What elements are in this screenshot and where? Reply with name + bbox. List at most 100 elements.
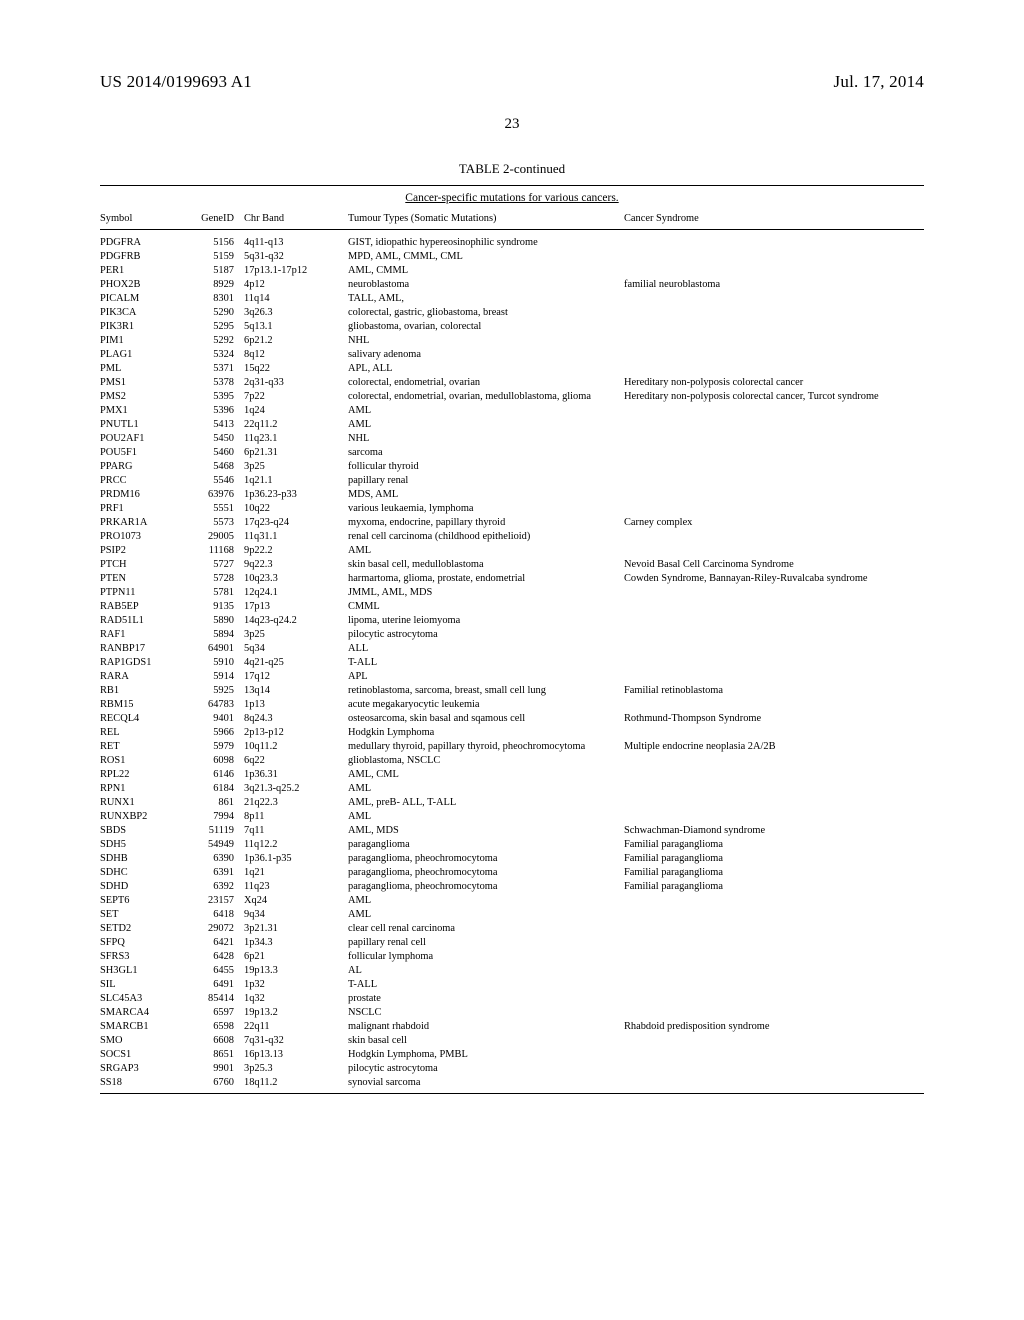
table-cell: 5460 [186, 445, 244, 459]
table-cell: AL [348, 963, 624, 977]
table-cell: AML [348, 417, 624, 431]
table-row: SDHC63911q21paraganglioma, pheochromocyt… [100, 865, 924, 879]
table-cell: PDGFRB [100, 249, 186, 263]
table-cell: MPD, AML, CMML, CML [348, 249, 624, 263]
table-cell: 5925 [186, 683, 244, 697]
col-header-tumour: Tumour Types (Somatic Mutations) [348, 208, 624, 230]
table-cell: SBDS [100, 823, 186, 837]
table-cell: 29005 [186, 529, 244, 543]
table-row: PRF1555110q22various leukaemia, lymphoma [100, 501, 924, 515]
table-cell: SH3GL1 [100, 963, 186, 977]
table-row: SRGAP399013p25.3pilocytic astrocytoma [100, 1061, 924, 1075]
table-cell: 1p13 [244, 697, 348, 711]
table-row: PTPN11578112q24.1JMML, AML, MDS [100, 585, 924, 599]
table-cell: RB1 [100, 683, 186, 697]
table-cell: AML, CMML [348, 263, 624, 277]
table-cell: REL [100, 725, 186, 739]
table-row: SBDS511197q11AML, MDSSchwachman-Diamond … [100, 823, 924, 837]
table-row: SETD2290723p21.31clear cell renal carcin… [100, 921, 924, 935]
table-cell: 9q34 [244, 907, 348, 921]
table-cell: MDS, AML [348, 487, 624, 501]
table-cell: 3p25.3 [244, 1061, 348, 1075]
table-cell: 3p25 [244, 627, 348, 641]
table-cell: 16p13.13 [244, 1047, 348, 1061]
table-cell: 6p21.31 [244, 445, 348, 459]
table-cell: Rhabdoid predisposition syndrome [624, 1019, 924, 1033]
table-cell: PIM1 [100, 333, 186, 347]
table-cell: 4p12 [244, 277, 348, 291]
table-cell: AML [348, 907, 624, 921]
table-cell: 5378 [186, 375, 244, 389]
table-cell: SFPQ [100, 935, 186, 949]
table-cell: 3p21.31 [244, 921, 348, 935]
table-row: PNUTL1541322q11.2AML [100, 417, 924, 431]
table-cell: 8651 [186, 1047, 244, 1061]
table-cell: RPN1 [100, 781, 186, 795]
table-cell: glioblastoma, NSCLC [348, 753, 624, 767]
table-row: RPN161843q21.3-q25.2AML [100, 781, 924, 795]
table-cell: ALL [348, 641, 624, 655]
table-cell: PRF1 [100, 501, 186, 515]
table-cell [624, 361, 924, 375]
table-cell: 5396 [186, 403, 244, 417]
table-cell: PLAG1 [100, 347, 186, 361]
table-row: SOCS1865116p13.13Hodgkin Lymphoma, PMBL [100, 1047, 924, 1061]
header-right: Jul. 17, 2014 [834, 72, 924, 92]
table-cell [624, 977, 924, 991]
table-cell: APL [348, 669, 624, 683]
table-cell: 1p36.23-p33 [244, 487, 348, 501]
table-cell: RET [100, 739, 186, 753]
table-cell: PHOX2B [100, 277, 186, 291]
table-cell: 17p13 [244, 599, 348, 613]
table-cell: 85414 [186, 991, 244, 1005]
table-cell: 17q23-q24 [244, 515, 348, 529]
table-row: RUNXBP279948p11AML [100, 809, 924, 823]
table-cell: Hodgkin Lymphoma [348, 725, 624, 739]
table-cell: 64901 [186, 641, 244, 655]
table-row: PRO10732900511q31.1renal cell carcinoma … [100, 529, 924, 543]
table-cell: RUNX1 [100, 795, 186, 809]
table-cell: 6418 [186, 907, 244, 921]
table-row: PML537115q22APL, ALL [100, 361, 924, 375]
table-cell [624, 1061, 924, 1075]
table-row: SH3GL1645519p13.3AL [100, 963, 924, 977]
table-cell: 5781 [186, 585, 244, 599]
table-row: PRCC55461q21.1papillary renal [100, 473, 924, 487]
table-cell [624, 781, 924, 795]
table-cell: 11q23.1 [244, 431, 348, 445]
table-cell: 9401 [186, 711, 244, 725]
page-header: US 2014/0199693 A1 Jul. 17, 2014 [100, 72, 924, 92]
table-cell [624, 767, 924, 781]
table-cell: Hodgkin Lymphoma, PMBL [348, 1047, 624, 1061]
table-cell: Nevoid Basal Cell Carcinoma Syndrome [624, 557, 924, 571]
table-cell: 4q21-q25 [244, 655, 348, 669]
table-cell: AML, CML [348, 767, 624, 781]
table-row: PSIP2111689p22.2AML [100, 543, 924, 557]
table-cell: prostate [348, 991, 624, 1005]
table-row: PIM152926p21.2NHL [100, 333, 924, 347]
table-cell: APL, ALL [348, 361, 624, 375]
table-row: SS18676018q11.2synovial sarcoma [100, 1075, 924, 1089]
table-cell: SMARCA4 [100, 1005, 186, 1019]
table-cell: paraganglioma, pheochromocytoma [348, 851, 624, 865]
table-cell [624, 795, 924, 809]
table-cell: 3q21.3-q25.2 [244, 781, 348, 795]
table-cell: SMO [100, 1033, 186, 1047]
table-cell: PRCC [100, 473, 186, 487]
table-row: PTCH57279q22.3skin basal cell, medullobl… [100, 557, 924, 571]
table-cell: PMX1 [100, 403, 186, 417]
table-cell: 51119 [186, 823, 244, 837]
table-cell: POU5F1 [100, 445, 186, 459]
table-cell: 6p21 [244, 949, 348, 963]
mutations-table: Symbol GeneID Chr Band Tumour Types (Som… [100, 208, 924, 1089]
table-cell: PSIP2 [100, 543, 186, 557]
table-cell: 6q22 [244, 753, 348, 767]
table-cell: 5450 [186, 431, 244, 445]
table-cell: PRKAR1A [100, 515, 186, 529]
table-cell: pilocytic astrocytoma [348, 1061, 624, 1075]
table-cell: Multiple endocrine neoplasia 2A/2B [624, 739, 924, 753]
table-cell [624, 529, 924, 543]
table-cell: 17q12 [244, 669, 348, 683]
table-cell: 5413 [186, 417, 244, 431]
table-cell: 9901 [186, 1061, 244, 1075]
